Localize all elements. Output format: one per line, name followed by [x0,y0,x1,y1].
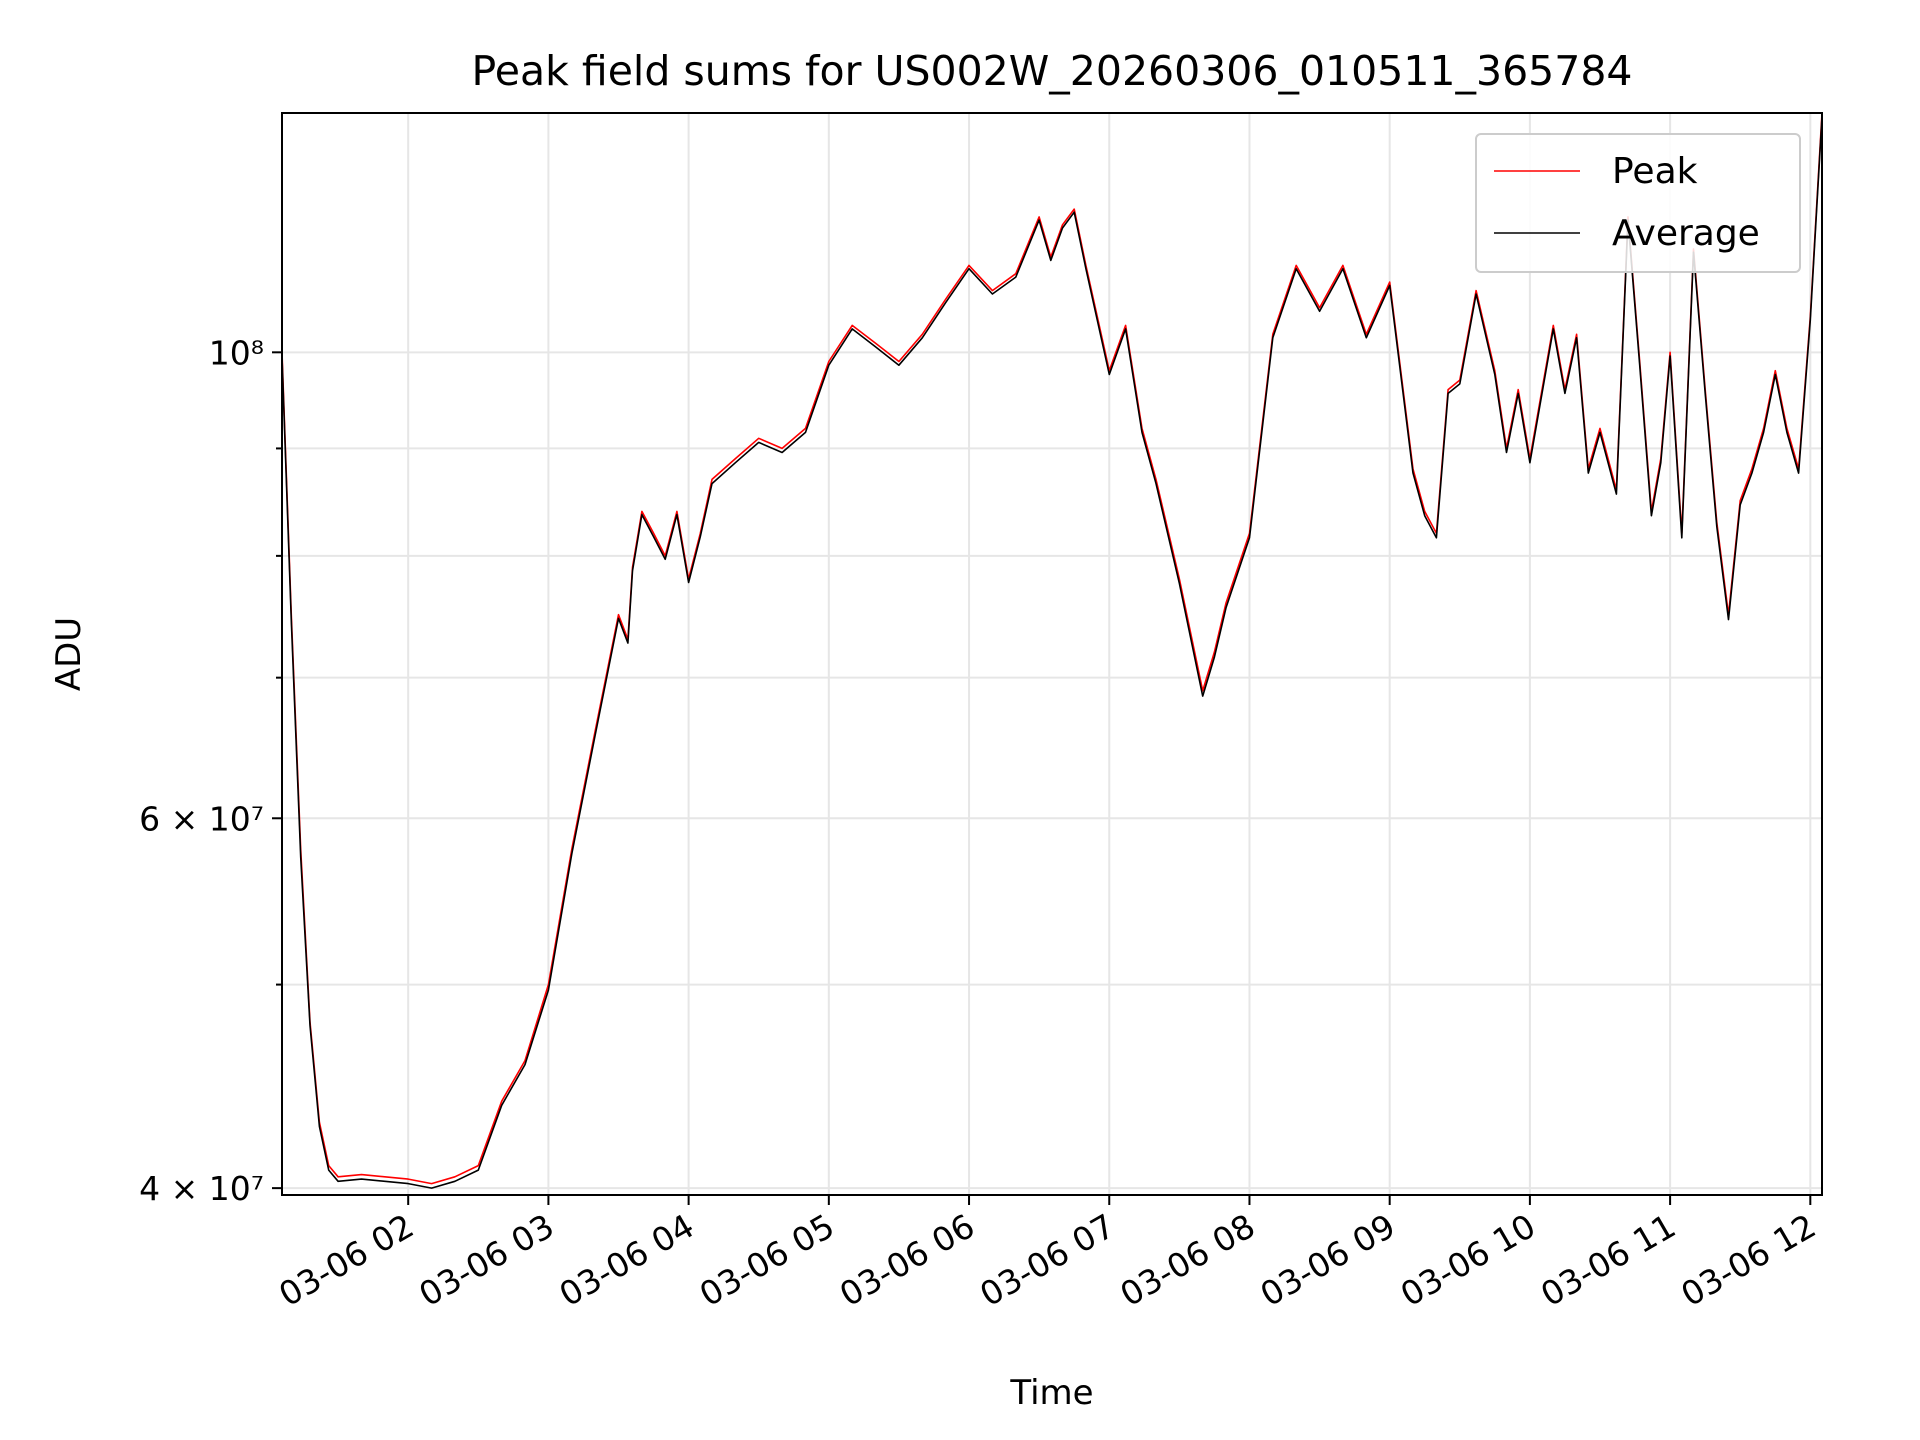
grid [282,113,1822,1195]
y-tick-label: 10⁸ [209,333,264,372]
x-axis-label: Time [1009,1373,1093,1413]
y-tick-label: 4 × 10⁷ [139,1169,264,1208]
legend-label-average: Average [1612,213,1760,254]
series-layer [281,112,1823,1189]
y-axis: 4 × 10⁷ 6 × 10⁷ 10⁸ [139,333,282,1208]
legend-box [1475,133,1801,273]
plot-frame [281,112,1823,1196]
legend: Peak Average [1475,133,1801,273]
legend-label-peak: Peak [1612,151,1698,192]
chart-title: Peak field sums for US002W_20260306_0105… [471,47,1632,95]
y-tick-label: 6 × 10⁷ [139,799,264,838]
series-line-average [281,116,1823,1189]
y-axis-label: ADU [49,617,89,691]
